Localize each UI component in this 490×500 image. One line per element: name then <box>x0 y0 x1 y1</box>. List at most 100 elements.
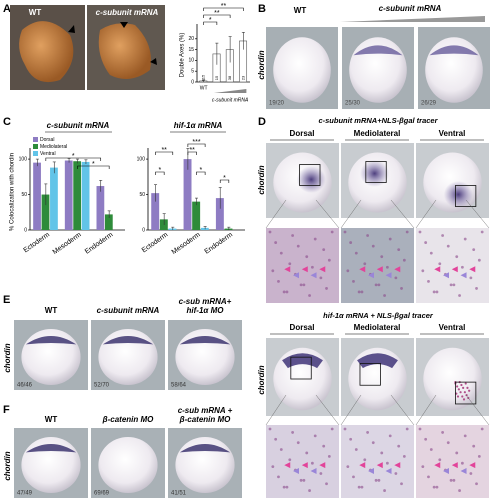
nucleus <box>313 237 317 241</box>
arrowhead <box>359 462 366 469</box>
sig-bracket <box>187 151 197 155</box>
nucleus <box>438 458 442 462</box>
column-label: hif-1α MO <box>187 306 225 315</box>
nucleus <box>274 241 278 244</box>
arrowhead <box>319 266 326 273</box>
arrowhead <box>451 462 458 469</box>
stain-dot <box>461 395 464 398</box>
column-label: β-catenin MO <box>102 415 155 424</box>
nucleus <box>325 482 328 486</box>
stain <box>179 336 231 345</box>
arrowhead <box>120 22 157 65</box>
zoom-box <box>455 185 477 207</box>
zoom-line <box>465 199 490 229</box>
zoom-line <box>415 394 437 426</box>
photo-label: WT <box>29 8 42 17</box>
nucleus <box>352 279 355 283</box>
x-tick-label: Ectoderm <box>141 231 170 254</box>
nucleus <box>427 279 430 283</box>
wedge <box>340 16 485 22</box>
nucleus <box>363 458 367 462</box>
arrowhead <box>368 467 375 474</box>
count: 41/51 <box>171 491 187 497</box>
stain <box>179 444 231 453</box>
stain <box>296 166 326 193</box>
legend-swatch <box>33 144 38 149</box>
nucleus <box>363 262 367 266</box>
nucleus <box>435 485 439 489</box>
nucleus <box>452 478 456 482</box>
count: 26/29 <box>421 101 437 107</box>
nucleus <box>388 434 392 438</box>
count: 58/64 <box>171 383 187 389</box>
x-tick-label: Ectoderm <box>22 231 51 254</box>
arrowhead <box>359 266 366 273</box>
stain <box>25 444 77 453</box>
nucleus <box>385 461 389 465</box>
stain-dot <box>460 383 463 387</box>
bar <box>41 194 50 230</box>
nucleus <box>452 283 456 287</box>
nucleus <box>383 294 386 297</box>
legend-label: Mediolateral <box>40 144 67 150</box>
zoom-box <box>455 381 477 405</box>
count: 46/46 <box>17 383 33 389</box>
significance: ** <box>161 147 167 154</box>
count: 47/49 <box>17 491 33 497</box>
sig-bracket <box>155 151 174 155</box>
nucleus <box>469 472 473 475</box>
nucleus <box>279 448 283 451</box>
nucleus <box>299 283 303 287</box>
nucleus <box>302 283 306 287</box>
y-tick-label: 20 <box>188 36 194 42</box>
nucleus <box>441 234 445 237</box>
bar <box>64 160 73 230</box>
nucleus <box>380 255 384 259</box>
nucleus <box>377 283 381 287</box>
nucleus <box>285 485 289 489</box>
nucleus <box>330 427 334 431</box>
sig-bracket <box>203 21 218 25</box>
nucleus <box>446 244 450 248</box>
nucleus <box>360 290 364 294</box>
nucleus <box>288 458 292 462</box>
nucleus <box>421 465 425 469</box>
bar <box>33 162 41 230</box>
zoom-line <box>390 199 415 229</box>
significance: * <box>158 167 161 174</box>
sig-bracket <box>203 7 244 11</box>
zoom-line <box>340 394 362 426</box>
photo-label: c-subunit mRNA <box>96 8 159 17</box>
nucleus <box>397 444 401 448</box>
nucleus <box>400 482 403 486</box>
nucleus <box>366 431 370 434</box>
nucleus <box>388 237 392 241</box>
y-axis-label: chordin <box>257 165 266 194</box>
nucleus <box>319 472 323 475</box>
nucleus <box>366 234 370 237</box>
nucleus <box>305 255 309 259</box>
arrowhead <box>460 467 467 474</box>
chart-title: c-subunit mRNA <box>47 121 110 130</box>
nucleus <box>435 290 439 294</box>
nucleus <box>429 251 433 255</box>
nucleus <box>310 265 314 269</box>
inset <box>266 228 339 303</box>
arrowhead <box>469 462 476 469</box>
y-tick-label: 0 <box>142 227 145 233</box>
nucleus <box>360 485 364 489</box>
nucleus <box>477 454 481 458</box>
nucleus <box>449 478 453 482</box>
nucleus <box>432 290 436 294</box>
x-tick-label: Endoderm <box>84 231 115 255</box>
y-tick-label: 0 <box>191 79 194 85</box>
embryo <box>98 23 151 79</box>
nucleus <box>285 290 289 294</box>
bar <box>225 49 234 83</box>
nucleus <box>296 244 300 248</box>
y-tick-label: 50 <box>139 192 145 198</box>
zoom-line <box>415 199 437 229</box>
nucleus <box>421 269 425 273</box>
zoom-line <box>265 394 287 426</box>
nucleus <box>455 451 459 455</box>
